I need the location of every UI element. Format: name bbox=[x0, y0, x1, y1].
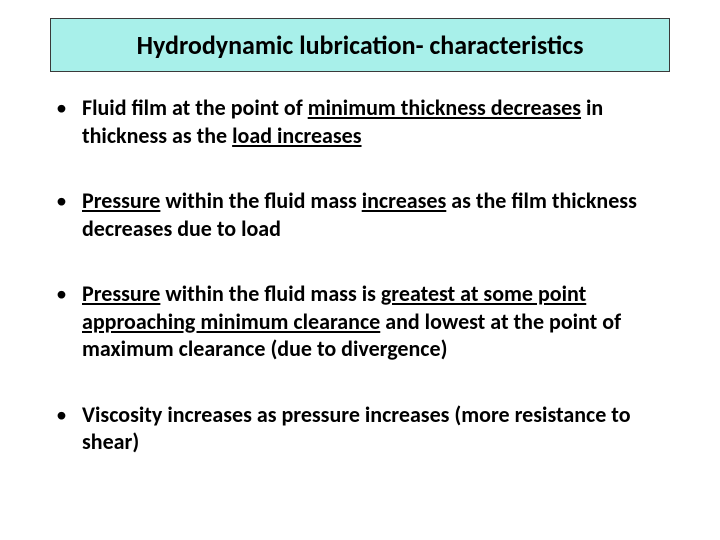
list-item: Pressure within the fluid mass increases… bbox=[64, 187, 690, 242]
text-run: Fluid film at the point of bbox=[82, 94, 308, 121]
list-item: Viscosity increases as pressure increase… bbox=[64, 401, 690, 456]
text-run: Viscosity increases as pressure increase… bbox=[82, 401, 631, 456]
slide-title: Hydrodynamic lubrication- characteristic… bbox=[137, 29, 584, 61]
slide: Hydrodynamic lubrication- characteristic… bbox=[0, 0, 720, 540]
title-box: Hydrodynamic lubrication- characteristic… bbox=[50, 18, 670, 72]
text-run: increases bbox=[362, 187, 447, 214]
text-run: Pressure bbox=[82, 280, 160, 307]
text-run: within the fluid mass is bbox=[160, 280, 380, 307]
text-run: load increases bbox=[232, 122, 361, 149]
bullet-list: Fluid film at the point of minimum thick… bbox=[30, 94, 690, 456]
text-run: within the fluid mass bbox=[160, 187, 361, 214]
text-run: minimum thickness decreases bbox=[308, 94, 581, 121]
text-run: Pressure bbox=[82, 187, 160, 214]
list-item: Fluid film at the point of minimum thick… bbox=[64, 94, 690, 149]
list-item: Pressure within the fluid mass is greate… bbox=[64, 280, 690, 363]
